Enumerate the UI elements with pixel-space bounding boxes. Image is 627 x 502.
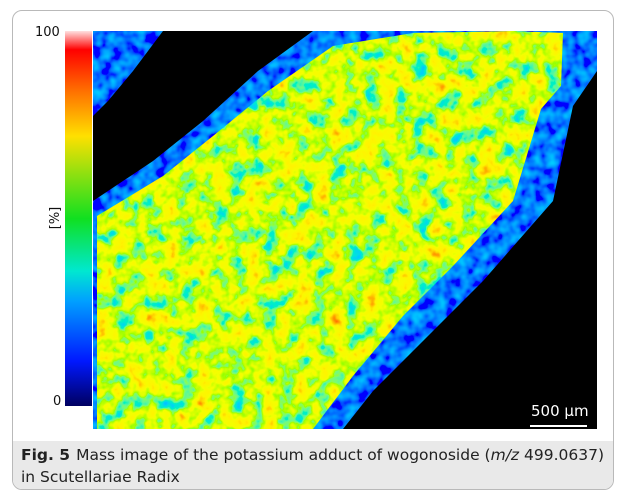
figure-frame: 100 [%] 0 500 µm Fig. 5 Mass image of the… xyxy=(12,10,614,490)
page: 100 [%] 0 500 µm Fig. 5 Mass image of the… xyxy=(0,0,627,502)
caption-label: Fig. 5 xyxy=(21,446,70,464)
colorbar-min-label: 0 xyxy=(53,394,61,409)
figure-image: 100 [%] 0 500 µm xyxy=(13,11,614,441)
caption-text: Mass image of the potassium adduct of wo… xyxy=(76,446,491,464)
mass-image: 500 µm xyxy=(93,31,597,429)
caption: Fig. 5 Mass image of the potassium adduct… xyxy=(13,441,613,490)
caption-italic: m/z xyxy=(491,446,519,464)
colorbar-unit-label: [%] xyxy=(48,207,63,230)
scale-bar-label: 500 µm xyxy=(531,402,589,420)
colorbar xyxy=(65,31,92,406)
colorbar-max-label: 100 xyxy=(35,25,60,40)
